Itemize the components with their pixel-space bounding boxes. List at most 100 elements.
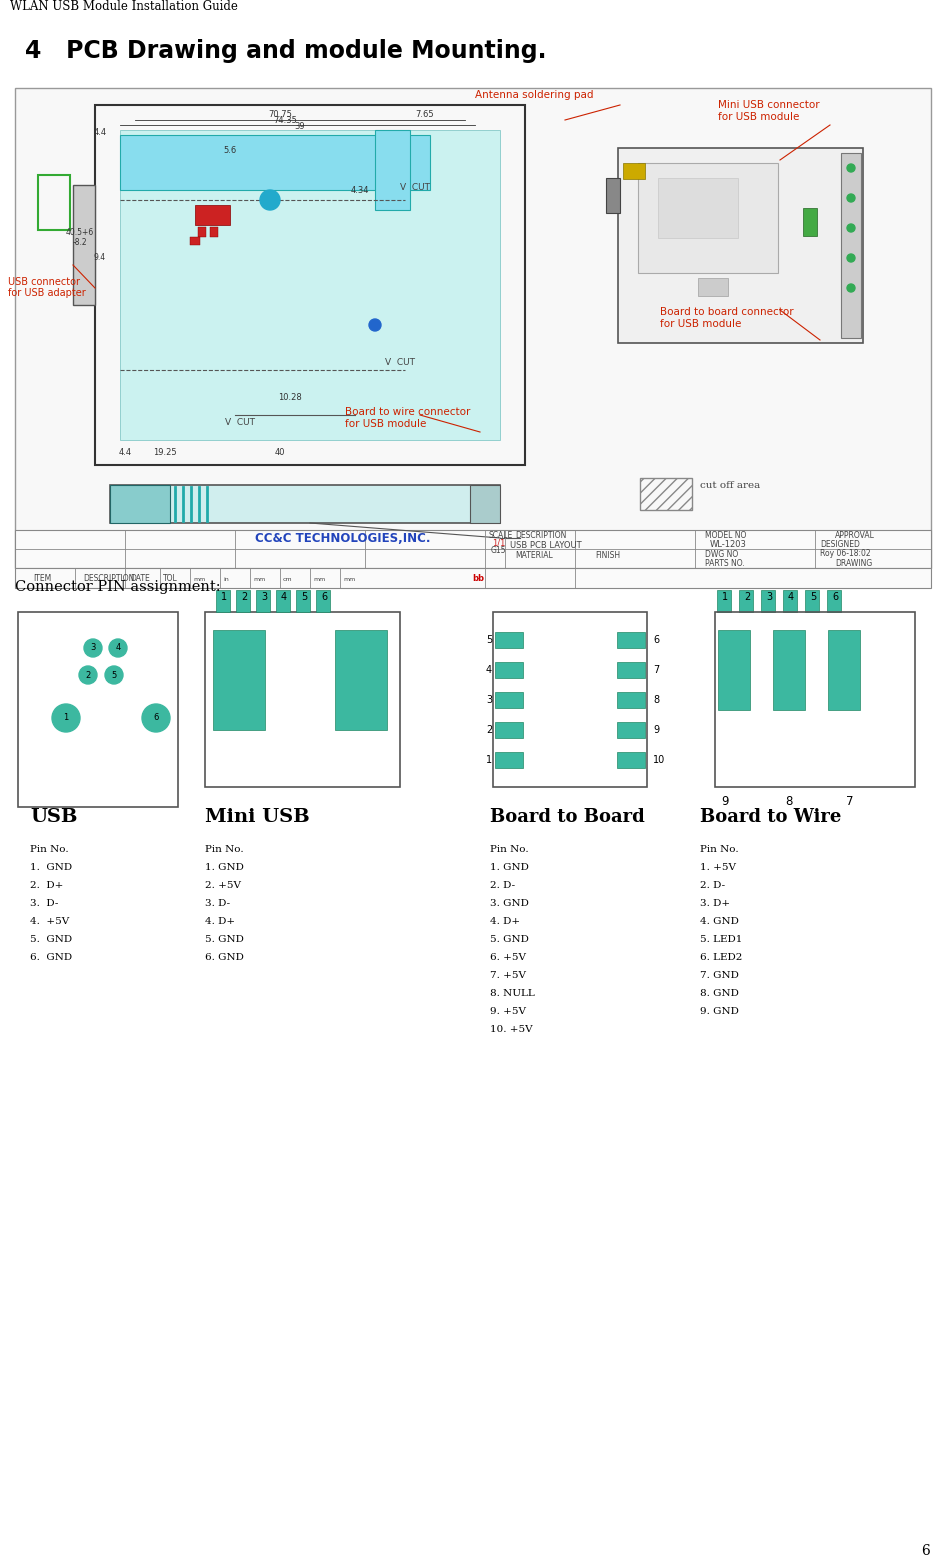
Text: 40.5+6: 40.5+6 [66,228,94,238]
Text: 8: 8 [785,795,793,809]
Text: DRAWING: DRAWING [835,558,872,568]
Text: 19.25: 19.25 [153,447,177,457]
Circle shape [847,224,855,231]
Text: Antenna soldering pad: Antenna soldering pad [475,91,593,100]
Text: ITEM: ITEM [33,574,51,583]
Bar [805,590,819,612]
Text: 39: 39 [295,122,306,131]
Circle shape [369,319,381,332]
Bar [38,175,70,230]
Text: V  CUT: V CUT [225,418,255,427]
Text: 3. D-: 3. D- [205,899,230,909]
Bar [495,691,523,708]
Bar [110,485,500,522]
Circle shape [847,285,855,292]
Text: bb: bb [472,574,484,583]
Bar [718,630,750,710]
Bar [783,590,797,612]
Text: 3: 3 [90,643,96,652]
Bar [213,630,265,730]
Text: 8. GND: 8. GND [700,988,739,998]
Text: mm: mm [253,577,265,582]
Bar [18,612,178,807]
Bar [256,590,270,612]
Bar [495,662,523,679]
Text: DATE: DATE [130,574,149,583]
Text: 1. GND: 1. GND [490,863,529,873]
Bar [658,178,738,238]
Text: mm: mm [193,577,205,582]
Text: CC&C TECHNOLOGIES,INC.: CC&C TECHNOLOGIES,INC. [255,532,430,544]
Text: 5.6: 5.6 [223,145,236,155]
Text: V  CUT: V CUT [400,183,430,192]
Text: 3.  D-: 3. D- [30,899,59,909]
Text: 5. LED1: 5. LED1 [700,935,743,945]
Text: 4: 4 [486,665,492,676]
Text: 5: 5 [485,635,492,644]
Text: 74.35: 74.35 [273,116,297,125]
Bar [623,163,645,178]
Text: 5: 5 [112,671,116,679]
Text: 10. +5V: 10. +5V [490,1024,533,1034]
Text: 8. NULL: 8. NULL [490,988,534,998]
Text: DESCRIPTION: DESCRIPTION [83,574,134,583]
Text: 2. +5V: 2. +5V [205,881,241,890]
Text: 4: 4 [788,593,794,602]
Circle shape [847,194,855,202]
Text: 5.  GND: 5. GND [30,935,72,945]
Bar [773,630,805,710]
Text: -8.2: -8.2 [73,238,87,247]
Bar [205,612,400,787]
Text: mm: mm [343,577,356,582]
Text: 9. +5V: 9. +5V [490,1007,526,1017]
Text: 4.4: 4.4 [118,447,131,457]
Text: 7. GND: 7. GND [700,971,739,981]
Text: 6. +5V: 6. +5V [490,952,526,962]
Bar [15,568,931,588]
Text: 4.34: 4.34 [351,186,369,196]
Circle shape [847,253,855,263]
Text: Board to wire connector: Board to wire connector [345,407,470,418]
Bar [698,278,728,296]
Text: 4.  +5V: 4. +5V [30,917,69,926]
Text: 6. GND: 6. GND [205,952,244,962]
Text: Connector PIN assignment:: Connector PIN assignment: [15,580,220,594]
Bar [276,590,290,612]
Text: 4. D+: 4. D+ [490,917,520,926]
Text: 2: 2 [85,671,91,679]
Text: 10: 10 [653,755,665,765]
Text: 4. D+: 4. D+ [205,917,236,926]
Bar [739,590,753,612]
Bar [335,630,387,730]
Text: 7: 7 [653,665,659,676]
Text: 1: 1 [63,713,69,723]
Text: 9: 9 [721,795,728,809]
Text: 4.4: 4.4 [94,128,107,138]
Bar [803,208,817,236]
Circle shape [52,704,80,732]
Bar [210,227,218,238]
Bar [715,612,915,787]
Bar [120,135,430,189]
Text: 6: 6 [653,635,659,644]
Text: 4   PCB Drawing and module Mounting.: 4 PCB Drawing and module Mounting. [25,39,547,63]
Bar [495,723,523,738]
Bar [296,590,310,612]
Bar [717,590,731,612]
Text: 9: 9 [653,726,659,735]
Text: 5. GND: 5. GND [490,935,529,945]
Text: Board to board connector: Board to board connector [660,307,794,317]
Text: FINISH: FINISH [595,551,621,560]
Bar [827,590,841,612]
Text: G15: G15 [491,546,506,555]
Bar [15,88,931,568]
Text: for USB module: for USB module [718,113,799,122]
Text: cut off area: cut off area [700,482,761,490]
Text: 2: 2 [241,593,247,602]
Bar [761,590,775,612]
Text: WL-1203: WL-1203 [710,540,747,549]
Bar [617,632,645,647]
Text: 6: 6 [153,713,159,723]
Text: 1: 1 [486,755,492,765]
Text: 6. LED2: 6. LED2 [700,952,743,962]
